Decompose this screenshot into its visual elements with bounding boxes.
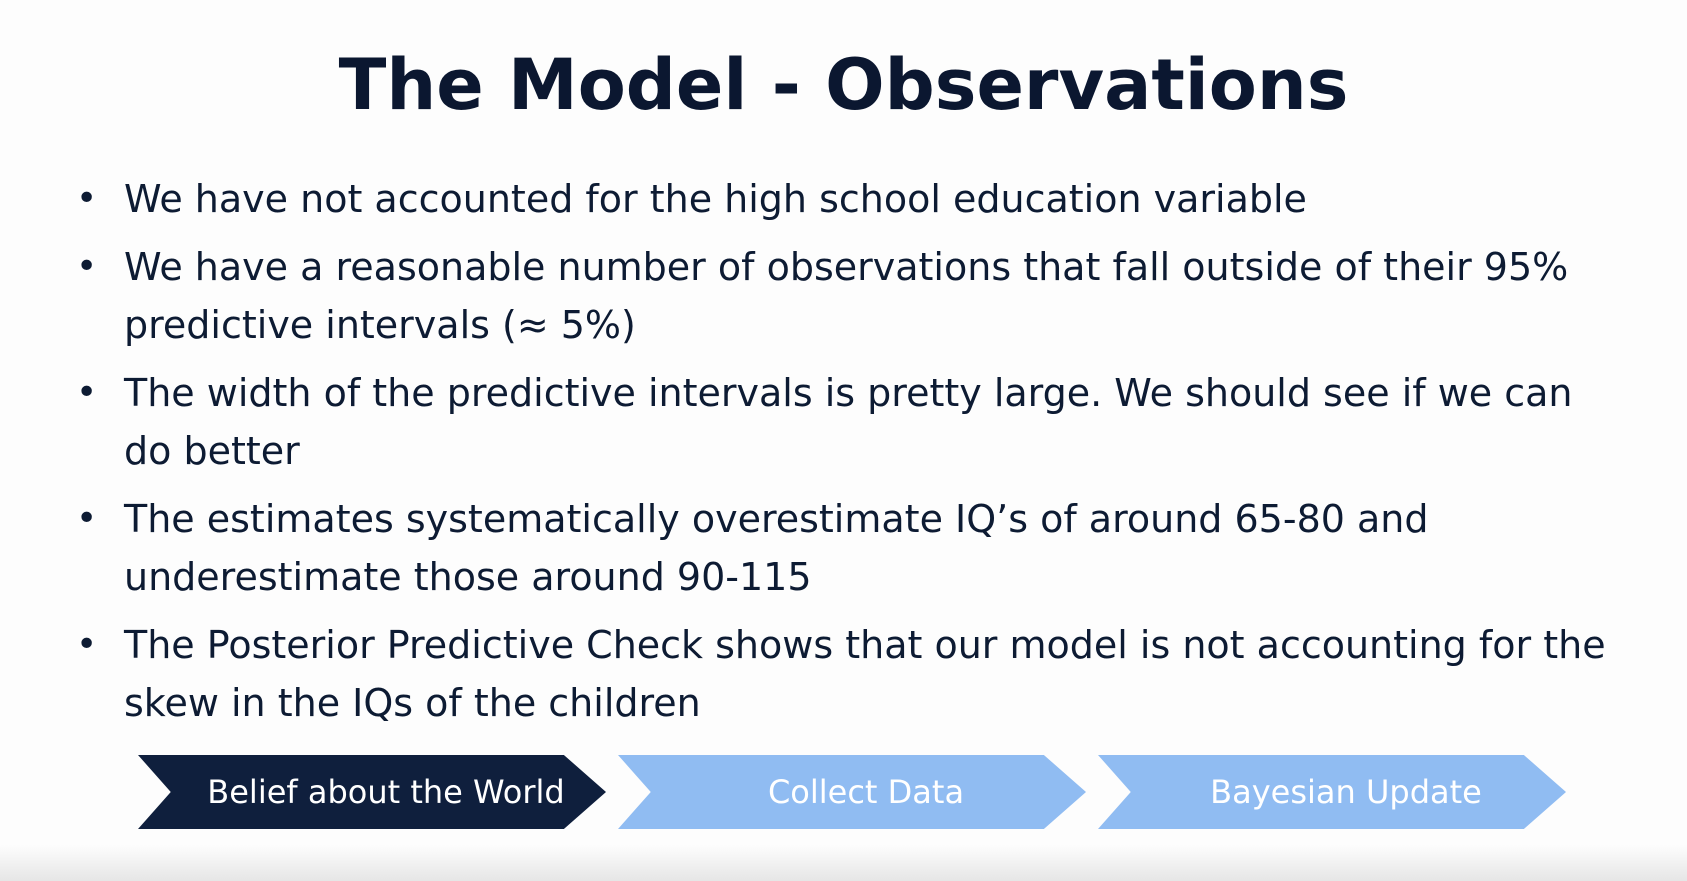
bullet-item: • We have not accounted for the high sch…: [68, 170, 1628, 228]
bullet-dot: •: [76, 178, 98, 219]
bullet-dot: •: [76, 372, 98, 413]
bullet-text: The width of the predictive intervals is…: [124, 371, 1573, 473]
bottom-edge-shadow: [0, 845, 1687, 881]
bullet-item: • The width of the predictive intervals …: [68, 364, 1628, 480]
process-flow: Belief about the World Collect Data Baye…: [138, 755, 1568, 829]
bullet-dot: •: [76, 498, 98, 539]
bullet-item: • The estimates systematically overestim…: [68, 490, 1628, 606]
bullet-text: We have a reasonable number of observati…: [124, 245, 1569, 347]
bullet-list: • We have not accounted for the high sch…: [68, 170, 1628, 742]
process-step-label: Collect Data: [767, 773, 965, 811]
bullet-dot: •: [76, 246, 98, 287]
process-step-collect-data: Collect Data: [618, 755, 1086, 829]
bullet-text: We have not accounted for the high schoo…: [124, 177, 1307, 221]
bullet-item: • We have a reasonable number of observa…: [68, 238, 1628, 354]
process-step-bayesian-update: Bayesian Update: [1098, 755, 1566, 829]
slide-title: The Model - Observations: [338, 44, 1349, 126]
bullet-text: The Posterior Predictive Check shows tha…: [124, 623, 1606, 725]
bullet-text: The estimates systematically overestimat…: [124, 497, 1429, 599]
bullet-dot: •: [76, 624, 98, 665]
bullet-item: • The Posterior Predictive Check shows t…: [68, 616, 1628, 732]
process-step-belief: Belief about the World: [138, 755, 606, 829]
process-step-label: Bayesian Update: [1210, 773, 1482, 811]
process-step-label: Belief about the World: [207, 773, 565, 811]
